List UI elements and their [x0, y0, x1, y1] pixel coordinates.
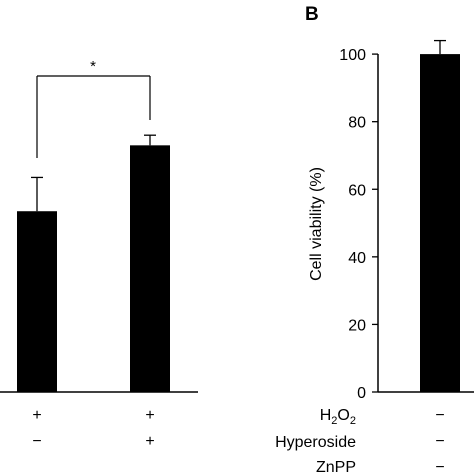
y-tick-label: 80	[348, 115, 366, 132]
y-tick-label: 60	[348, 182, 366, 199]
bar	[420, 54, 460, 392]
y-tick-label: 100	[339, 47, 366, 64]
panel-a-bars	[17, 134, 170, 392]
bar	[17, 211, 57, 392]
panel-b-y-ticks: 0 20 40 60 80 100	[339, 47, 378, 402]
treatment-sign: −	[435, 459, 444, 474]
y-tick-label: 40	[348, 250, 366, 267]
bar	[130, 145, 170, 392]
panel-b-bars	[420, 39, 460, 392]
treatment-sign: +	[145, 433, 154, 450]
panel-b-label: B	[305, 4, 319, 25]
treatment-labels: H2O2 Hyperoside ZnPP	[275, 407, 356, 474]
treatment-sign: +	[32, 407, 41, 424]
treatment-sign: +	[145, 407, 154, 424]
treatment-sign: −	[435, 407, 444, 424]
y-tick-label: 0	[357, 385, 366, 402]
y-tick-label: 20	[348, 317, 366, 334]
panel-a-treatment-signs: + + − +	[32, 407, 154, 450]
panel-a: * + + − +	[0, 58, 198, 450]
panel-b: B Cell viability (%) 0 20 40 60 80 100 − − −	[305, 4, 474, 474]
treatment-label-hyperoside: Hyperoside	[275, 434, 356, 451]
significance-bracket: *	[36, 58, 151, 158]
significance-asterisk: *	[90, 58, 96, 75]
treatment-label-znpp: ZnPP	[316, 459, 356, 474]
treatment-label-h2o2: H2O2	[320, 407, 356, 427]
treatment-sign: −	[32, 433, 41, 450]
treatment-sign: −	[435, 433, 444, 450]
y-axis-label: Cell viability (%)	[308, 167, 325, 281]
panel-b-treatment-signs: − − −	[435, 407, 444, 474]
